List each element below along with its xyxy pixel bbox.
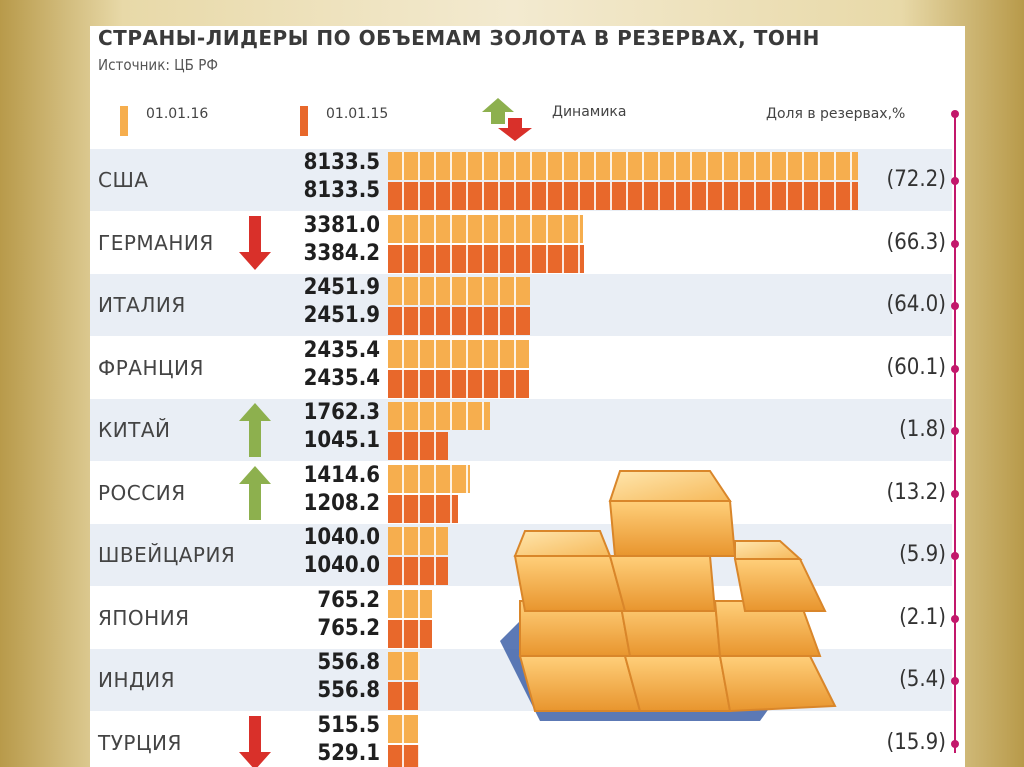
share-dot [951,739,959,748]
legend-label-2015: 01.01.15 [326,106,389,122]
value-2016: 1040.0 [303,525,380,550]
share-value: (64.0) [886,292,946,317]
value-2016: 765.2 [317,587,380,613]
bar-2015 [388,369,529,398]
legend-share-label: Доля в резервах,% [766,106,906,122]
chart-title: СТРАНЫ-ЛИДЕРЫ ПО ОБЪЕМАМ ЗОЛОТА В РЕЗЕРВ… [98,26,820,50]
share-value: (1.8) [899,417,946,442]
share-value: (72.2) [886,167,946,192]
bar-2015 [388,307,530,335]
value-2015: 2435.4 [303,365,380,391]
bar-2015 [388,682,421,710]
arrow-up-icon [239,403,271,457]
share-value: (2.1) [899,604,946,630]
share-dot [951,239,959,248]
legend-dynamics-label: Динамика [552,104,627,120]
value-2015: 1040.0 [303,553,380,578]
infographic-card: СТРАНЫ-ЛИДЕРЫ ПО ОБЪЕМАМ ЗОЛОТА В РЕЗЕРВ… [90,26,965,767]
share-value: (13.2) [886,479,946,505]
bar-2015 [388,744,419,767]
share-value: (66.3) [886,229,946,255]
bar-2015 [388,432,449,460]
share-dot [951,364,959,373]
gold-bars-illustration [500,470,837,721]
bar-2016 [388,464,470,493]
share-value: (60.1) [886,354,946,380]
share-dot [951,614,959,623]
country-label: ТУРЦИЯ [98,730,182,755]
country-label: ФРАНЦИЯ [98,355,204,380]
arrow-down-icon [239,715,271,767]
country-label: ИНДИЯ [98,668,175,692]
share-dot [951,427,959,435]
legend-swatch-2016 [120,106,128,136]
chart-source: Источник: ЦБ РФ [98,56,218,74]
value-2016: 2451.9 [303,275,380,300]
value-2016: 1414.6 [303,462,380,488]
value-2015: 3384.2 [303,240,380,266]
share-value: (15.9) [886,729,946,755]
value-2015: 1045.1 [303,428,380,453]
bar-2015 [388,557,449,585]
bar-2016 [388,589,433,618]
legend-swatch-2015 [300,106,308,136]
bar-2016 [388,714,418,743]
legend-label-2016: 01.01.16 [146,106,209,122]
value-2015: 2451.9 [303,303,380,328]
bar-2015 [388,182,858,210]
value-2015: 556.8 [317,678,380,703]
share-dot [951,302,959,310]
country-label: ШВЕЙЦАРИЯ [98,543,236,567]
bar-2016 [388,277,530,305]
value-2015: 529.1 [317,740,380,766]
value-2015: 765.2 [317,615,380,641]
share-value: (5.4) [899,667,946,692]
country-label: США [98,168,149,192]
value-2016: 2435.4 [303,337,380,363]
bar-2016 [388,402,490,430]
arrow-down-icon [239,215,271,270]
country-label: РОССИЯ [98,480,186,505]
country-label: ЯПОНИЯ [98,605,190,630]
bar-2016 [388,152,858,180]
bar-2016 [388,214,584,243]
value-2016: 556.8 [317,650,380,675]
value-2016: 8133.5 [303,150,380,175]
bar-2015 [388,244,584,273]
share-dot [951,177,959,185]
value-2015: 8133.5 [303,178,380,203]
value-2015: 1208.2 [303,490,380,516]
bar-2015 [388,494,458,523]
value-2016: 3381.0 [303,212,380,238]
share-value: (5.9) [899,542,946,567]
dynamics-legend-icon [482,98,532,141]
row-band [90,399,952,461]
value-2016: 515.5 [317,712,380,738]
share-dot [951,489,959,498]
share-axis-top-dot [951,110,959,118]
bar-2016 [388,652,421,680]
arrow-up-icon [239,465,271,520]
country-label: ГЕРМАНИЯ [98,230,214,255]
country-label: ИТАЛИЯ [98,293,186,317]
share-dot [951,552,959,560]
country-label: КИТАЙ [98,418,171,442]
bar-2015 [388,619,433,648]
bar-2016 [388,527,449,555]
share-dot [951,677,959,685]
value-2016: 1762.3 [303,400,380,425]
bar-2016 [388,339,529,368]
